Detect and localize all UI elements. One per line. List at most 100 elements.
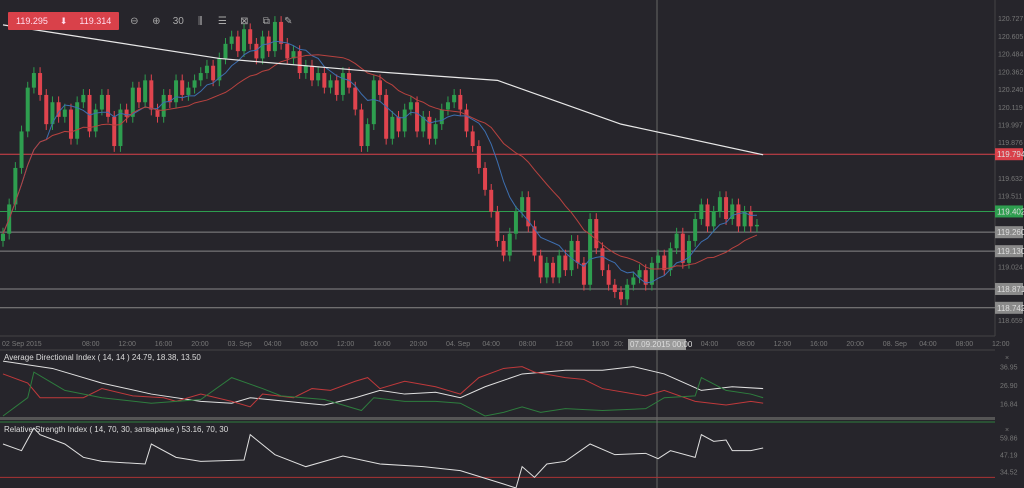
price-tick: 120.119 bbox=[998, 105, 1023, 112]
candle bbox=[445, 102, 450, 110]
candle bbox=[334, 80, 339, 95]
adx-tick: 26.90 bbox=[1000, 383, 1018, 390]
candle bbox=[476, 146, 481, 168]
candle bbox=[458, 94, 463, 110]
candle bbox=[724, 197, 729, 220]
candle bbox=[507, 233, 512, 256]
candle bbox=[81, 94, 86, 103]
candle-type-icon[interactable]: ⫼ bbox=[197, 15, 203, 27]
price-tick: 119.876 bbox=[998, 140, 1023, 147]
crosshair-time-badge bbox=[628, 339, 686, 350]
candle bbox=[260, 36, 265, 59]
adx-tick: 16.84 bbox=[1000, 401, 1018, 408]
candle bbox=[211, 65, 216, 81]
time-tick: 08:00 bbox=[519, 341, 537, 348]
time-tick: 16:00 bbox=[155, 341, 173, 348]
zoom-in-icon[interactable]: ⊕ bbox=[152, 15, 161, 27]
candle bbox=[136, 87, 141, 103]
candle bbox=[235, 36, 240, 52]
rsi-close-icon[interactable]: × bbox=[1005, 427, 1009, 434]
arrow-down-icon: ⬇ bbox=[59, 15, 68, 26]
candle bbox=[192, 80, 197, 88]
price-badge[interactable]: 119.295 ⬇ 119.314 bbox=[8, 12, 120, 30]
level-label: 119.794 bbox=[997, 150, 1024, 159]
candle bbox=[377, 80, 382, 95]
level-label: 118.871 bbox=[997, 285, 1024, 294]
crosshair-icon[interactable]: ⊠ bbox=[240, 15, 249, 27]
candle bbox=[526, 197, 531, 227]
candle bbox=[31, 73, 36, 88]
indicators-icon[interactable]: ☰ bbox=[217, 15, 227, 27]
candle bbox=[254, 43, 259, 59]
candle bbox=[303, 65, 308, 74]
level-badge bbox=[995, 282, 1023, 295]
candle bbox=[674, 233, 679, 249]
candle bbox=[310, 65, 314, 81]
time-tick: 12:00 bbox=[118, 341, 136, 348]
time-tick: 16:00 bbox=[810, 341, 828, 348]
candle bbox=[143, 80, 148, 103]
candle bbox=[359, 109, 364, 147]
candle bbox=[56, 102, 61, 117]
candle bbox=[38, 73, 43, 95]
level-label: 119.130 bbox=[997, 247, 1024, 256]
candle bbox=[538, 255, 543, 278]
candle bbox=[365, 124, 370, 147]
candle bbox=[322, 73, 327, 88]
drawing-icon[interactable]: ⧉ bbox=[262, 15, 270, 27]
candle bbox=[501, 240, 506, 256]
rsi-series bbox=[2, 427, 764, 488]
time-tick: 20:00 bbox=[846, 341, 864, 348]
time-tick: 12:00 bbox=[555, 341, 573, 348]
price-tick: 120.240 bbox=[998, 87, 1023, 94]
candle bbox=[371, 80, 376, 125]
price-tick: 120.605 bbox=[998, 34, 1023, 41]
candle bbox=[643, 270, 648, 285]
candle bbox=[680, 233, 685, 263]
candle bbox=[600, 248, 605, 271]
candle bbox=[75, 102, 80, 139]
candle bbox=[13, 167, 18, 205]
timeframe-button[interactable]: 30 bbox=[172, 15, 184, 27]
crosshair-time: 07.09.2015 00:00 bbox=[630, 340, 693, 349]
time-tick: 12:00 bbox=[774, 341, 792, 348]
candle bbox=[736, 204, 741, 227]
candle bbox=[223, 43, 228, 59]
candle bbox=[285, 43, 290, 59]
candle bbox=[99, 94, 104, 110]
candle bbox=[631, 277, 636, 285]
candle bbox=[433, 124, 438, 139]
sma-short-line bbox=[2, 40, 757, 284]
candle bbox=[662, 255, 667, 271]
candle bbox=[161, 94, 166, 117]
candle bbox=[217, 58, 222, 81]
rsi-tick: 47.19 bbox=[1000, 452, 1018, 459]
candle bbox=[124, 109, 129, 117]
time-tick: 02 Sep 2015 bbox=[2, 341, 42, 348]
candle bbox=[248, 29, 253, 44]
candle bbox=[686, 240, 691, 263]
pencil-icon[interactable]: ✎ bbox=[284, 15, 293, 27]
ask-price: 119.314 bbox=[79, 16, 112, 26]
sma-mid-line bbox=[2, 54, 758, 270]
candle bbox=[155, 109, 160, 117]
candle bbox=[489, 189, 494, 212]
adx-close-icon[interactable]: × bbox=[1005, 355, 1009, 362]
price-tick: 119.997 bbox=[998, 123, 1023, 130]
time-tick: 16:00 bbox=[592, 341, 610, 348]
time-tick: 12:00 bbox=[992, 341, 1010, 348]
candle bbox=[742, 211, 747, 227]
candle bbox=[186, 87, 191, 95]
candle bbox=[748, 211, 753, 227]
level-badge bbox=[995, 301, 1023, 314]
time-tick: 20: bbox=[614, 341, 624, 348]
time-tick: 04:00 bbox=[919, 341, 937, 348]
zoom-out-icon[interactable]: ⊖ bbox=[130, 15, 139, 27]
candle bbox=[130, 87, 135, 117]
candle bbox=[569, 240, 574, 271]
candle bbox=[106, 94, 111, 117]
adx-title: Average Directional Index ( 14, 14 ) 24.… bbox=[4, 353, 201, 362]
level-badge bbox=[995, 148, 1023, 161]
time-tick: 12:00 bbox=[337, 341, 355, 348]
